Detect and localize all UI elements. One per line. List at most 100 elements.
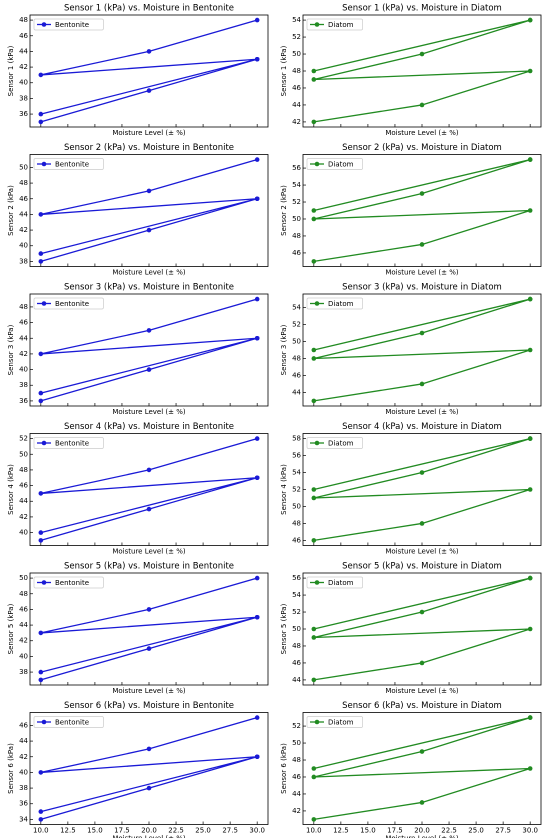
data-point [527, 575, 533, 581]
subplot: Sensor 2 (kPa) vs. Moisture in Bentonite… [7, 143, 269, 277]
data-point [527, 715, 533, 720]
y-tick-label: 46 [19, 319, 28, 327]
data-point [146, 607, 152, 612]
x-tick-label: 12.5 [333, 827, 349, 835]
data-point [38, 351, 44, 357]
y-tick-label: 54 [292, 304, 301, 312]
y-tick-label: 46 [292, 536, 301, 544]
legend-box [33, 297, 104, 310]
data-point [419, 381, 425, 387]
data-point [311, 216, 317, 222]
chart-title: Sensor 2 (kPa) vs. Moisture in Diatom [342, 143, 502, 153]
y-axis-label: Sensor 5 (kPa) [280, 603, 288, 654]
y-tick-label: 46 [19, 482, 28, 490]
y-tick-label: 50 [292, 625, 301, 633]
chart-title: Sensor 6 (kPa) vs. Moisture in Diatom [342, 701, 502, 711]
data-point [146, 88, 152, 93]
subplot: Sensor 4 (kPa) vs. Moisture in Diatom 46 4… [280, 422, 542, 556]
y-tick-label: 46 [292, 84, 301, 92]
legend-box [306, 716, 363, 728]
legend-box [306, 576, 363, 589]
legend-label: Diatom [328, 439, 354, 447]
data-point [527, 347, 533, 353]
data-point [311, 347, 317, 353]
data-line [313, 298, 531, 402]
x-tick-label: 10.0 [33, 827, 49, 835]
legend-box [33, 576, 104, 589]
data-point [38, 72, 44, 78]
x-tick-label: 30.0 [522, 827, 538, 835]
data-point [38, 111, 44, 117]
plot-frame [302, 572, 542, 686]
x-tick-label: 17.5 [114, 827, 130, 835]
chart-title: Sensor 4 (kPa) vs. Moisture in Diatom [342, 422, 502, 432]
y-tick-label: 52 [19, 435, 28, 443]
y-tick-label: 48 [292, 232, 301, 240]
data-point [146, 646, 152, 651]
chart-title: Sensor 1 (kPa) vs. Moisture in Diatom [342, 4, 502, 14]
data-point [419, 749, 425, 754]
legend-box [306, 158, 363, 170]
data-point [254, 614, 260, 620]
data-point [311, 487, 317, 492]
plot-frame [302, 433, 542, 546]
plot-frame [29, 712, 269, 825]
y-tick-label: 42 [19, 513, 28, 521]
y-tick-label: 46 [292, 371, 301, 379]
y-axis-label: Sensor 6 (kPa) [280, 743, 288, 794]
y-tick-label: 42 [19, 350, 28, 358]
legend-marker [314, 440, 320, 446]
chart-title: Sensor 6 (kPa) vs. Moisture in Bentonite [64, 701, 234, 711]
y-tick-label: 42 [19, 226, 28, 234]
subplot: Sensor 6 (kPa) vs. Moisture in Bentonite… [7, 701, 269, 838]
y-tick-label: 48 [19, 590, 28, 598]
y-tick-label: 40 [19, 652, 28, 660]
legend-label: Bentonite [55, 160, 89, 168]
y-tick-label: 56 [292, 452, 301, 460]
y-tick-label: 44 [19, 210, 28, 218]
y-tick-label: 50 [292, 50, 301, 58]
data-point [311, 119, 317, 125]
legend-marker [314, 22, 320, 27]
y-tick-label: 48 [292, 756, 301, 764]
y-tick-label: 50 [292, 739, 301, 747]
y-tick-label: 40 [19, 366, 28, 374]
y-tick-label: 42 [19, 63, 28, 71]
data-point [311, 356, 317, 361]
plot-frame [302, 14, 542, 128]
y-tick-label: 52 [292, 321, 301, 329]
y-tick-label: 54 [292, 181, 301, 189]
x-axis-label: Moisture Level (± %) [385, 408, 459, 416]
data-point [527, 487, 533, 492]
data-line [40, 19, 258, 123]
y-tick-label: 54 [292, 16, 301, 24]
y-tick-label: 42 [19, 753, 28, 761]
y-tick-label: 56 [292, 574, 301, 582]
data-point [38, 398, 44, 404]
legend-label: Bentonite [55, 439, 89, 447]
x-tick-label: 30.0 [249, 827, 265, 835]
y-tick-label: 34 [19, 815, 28, 823]
data-point [311, 68, 317, 74]
y-tick-label: 56 [292, 164, 301, 172]
y-tick-label: 38 [19, 94, 28, 102]
legend-label: Bentonite [55, 579, 89, 587]
y-axis-label: Sensor 4 (kPa) [280, 464, 288, 515]
y-tick-label: 54 [292, 469, 301, 477]
data-point [254, 436, 260, 441]
y-tick-label: 36 [19, 110, 28, 118]
data-point [38, 251, 44, 256]
data-point [311, 635, 317, 640]
chart-title: Sensor 5 (kPa) vs. Moisture in Diatom [342, 562, 502, 572]
y-tick-label: 50 [292, 215, 301, 223]
legend-label: Diatom [328, 579, 354, 587]
data-point [38, 538, 44, 543]
data-point [254, 196, 260, 202]
data-point [527, 766, 533, 771]
y-axis-label: Sensor 4 (kPa) [7, 464, 15, 515]
x-axis-label: Moisture Level (± %) [112, 408, 186, 416]
data-line [313, 716, 531, 821]
y-axis-label: Sensor 3 (kPa) [7, 324, 15, 375]
data-point [254, 475, 260, 481]
y-tick-label: 44 [19, 621, 28, 629]
